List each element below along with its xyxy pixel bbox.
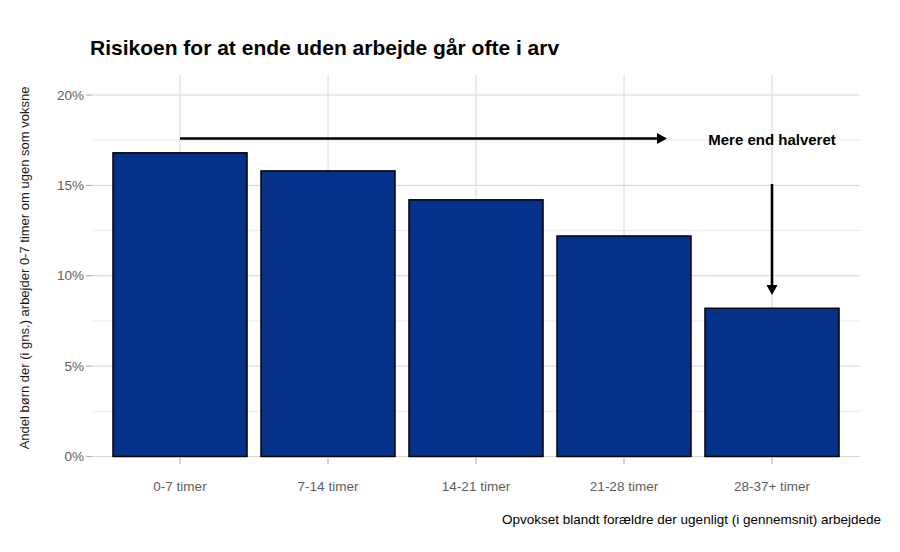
x-tick-label: 0-7 timer xyxy=(153,479,207,494)
bar xyxy=(409,200,543,457)
plot-area: 0% 5% 10% 15% 20% 0-7 timer 7-14 timer 14-21 ti… xyxy=(0,0,900,552)
x-tick-label: 21-28 timer xyxy=(590,479,659,494)
y-tick-label: 20% xyxy=(57,88,84,103)
x-axis-caption: Opvokset blandt forældre der ugenligt (i… xyxy=(0,512,881,527)
y-tick-label: 0% xyxy=(64,449,84,464)
annotation-text: Mere end halveret xyxy=(708,131,836,148)
x-tick-label: 14-21 timer xyxy=(442,479,511,494)
x-tick-label: 7-14 timer xyxy=(298,479,359,494)
halved-arrow-horizontal-head xyxy=(657,133,667,144)
x-tick-label: 28-37+ timer xyxy=(734,479,811,494)
y-tick-label: 10% xyxy=(57,268,84,283)
bar xyxy=(557,236,691,457)
y-tick-label: 15% xyxy=(57,178,84,193)
bar xyxy=(113,153,247,457)
bar xyxy=(261,171,395,457)
bar-chart-figure: Risikoen for at ende uden arbejde går of… xyxy=(0,0,900,552)
halved-arrow-vertical-head xyxy=(767,285,778,295)
y-tick-label: 5% xyxy=(64,359,84,374)
bar xyxy=(705,308,839,456)
